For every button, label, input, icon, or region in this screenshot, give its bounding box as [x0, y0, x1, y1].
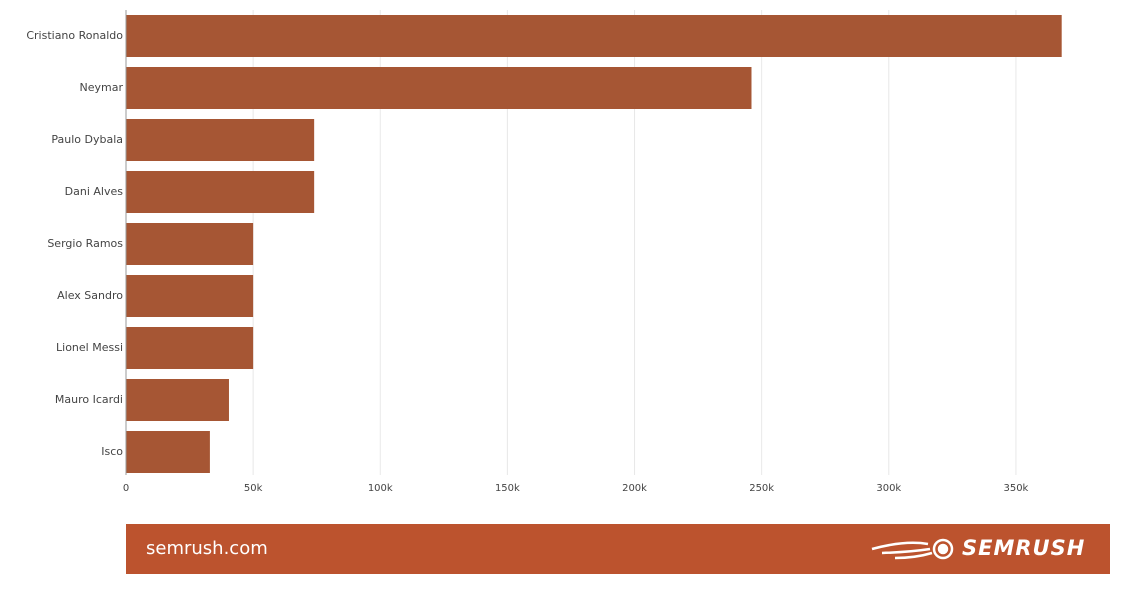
x-tick-label: 300k: [876, 483, 901, 494]
bar: [126, 379, 229, 421]
bar: [126, 327, 254, 369]
x-tick-label: 0: [123, 483, 129, 494]
y-tick-label: Cristiano Ronaldo: [26, 29, 123, 42]
plot-area: 0 50k 100k 150k 200k 250k 300k 350k Cristiano Ro…: [26, 10, 1062, 494]
x-tick-label: 150k: [495, 483, 520, 494]
bar: [126, 67, 752, 109]
x-tick-label: 200k: [622, 483, 647, 494]
y-tick-label: Sergio Ramos: [47, 237, 123, 250]
x-tick-label: 50k: [244, 483, 263, 494]
bar: [126, 15, 1062, 57]
footer-site: semrush.com: [146, 538, 268, 559]
bar: [126, 171, 315, 213]
bar: [126, 119, 315, 161]
y-tick-label: Isco: [101, 445, 123, 458]
y-tick-label: Mauro Icardi: [55, 393, 123, 406]
y-tick-label: Paulo Dybala: [51, 133, 123, 146]
x-tick-label: 350k: [1003, 483, 1028, 494]
bar: [126, 431, 210, 473]
x-tick-label: 100k: [368, 483, 393, 494]
bar: [126, 275, 254, 317]
y-tick-label: Dani Alves: [65, 185, 124, 198]
x-tick-label: 250k: [749, 483, 774, 494]
footer-logo: [871, 538, 954, 560]
footer-brand: SEMRUSH: [962, 536, 1085, 560]
y-tick-label: Lionel Messi: [56, 341, 123, 354]
bar: [126, 223, 254, 265]
y-tick-label: Alex Sandro: [57, 289, 123, 302]
y-tick-label: Neymar: [80, 81, 124, 94]
